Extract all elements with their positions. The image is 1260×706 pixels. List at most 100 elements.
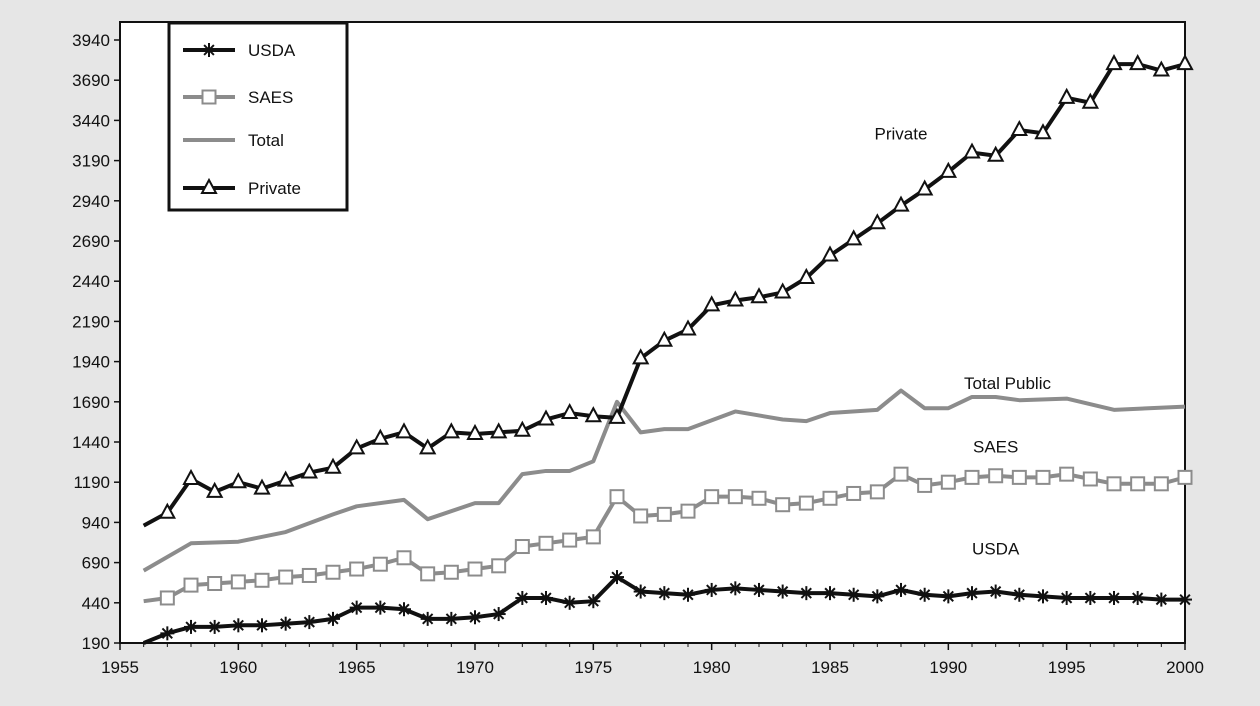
data-point-saes <box>325 564 341 580</box>
x-tick-label: 2000 <box>1166 658 1204 677</box>
data-point-private <box>1105 54 1123 71</box>
data-point-private <box>726 290 745 307</box>
data-point-saes <box>585 529 601 545</box>
data-point-saes <box>491 558 507 574</box>
data-point-saes <box>917 477 933 493</box>
legend-label: Total <box>248 131 284 150</box>
data-point-private <box>229 472 248 489</box>
legend-item-usda: USDA <box>183 41 296 60</box>
data-point-saes <box>562 532 578 548</box>
data-point-usda <box>207 619 222 634</box>
data-point-private <box>489 422 508 439</box>
data-point-private <box>1152 60 1171 77</box>
data-point-usda <box>278 616 293 631</box>
y-tick-label: 3690 <box>72 71 110 90</box>
annotation: Total Public <box>964 374 1051 393</box>
data-point-private <box>1128 54 1147 71</box>
legend-label: Private <box>248 179 301 198</box>
x-tick-label: 1965 <box>338 658 376 677</box>
y-tick-label: 1190 <box>73 473 110 492</box>
data-point-private <box>1176 54 1194 71</box>
data-point-saes <box>1177 469 1193 485</box>
data-point-saes <box>798 495 814 511</box>
data-point-private <box>371 428 390 445</box>
data-point-private <box>560 402 579 420</box>
data-point-usda <box>752 582 766 597</box>
data-point-saes <box>727 489 743 505</box>
data-point-private <box>347 438 366 455</box>
data-point-saes <box>609 489 625 505</box>
data-point-usda <box>799 586 814 601</box>
data-point-private <box>537 409 555 426</box>
data-point-private <box>324 457 342 474</box>
legend-marker <box>202 43 216 57</box>
data-point-saes <box>207 576 223 592</box>
data-point-usda <box>870 589 885 604</box>
data-point-usda <box>515 590 530 605</box>
data-point-private <box>631 348 650 365</box>
data-point-usda <box>1012 587 1027 602</box>
data-point-private <box>655 330 674 347</box>
data-point-usda <box>681 587 695 602</box>
data-point-usda <box>468 610 482 625</box>
x-tick-label: 1980 <box>693 658 731 677</box>
data-point-private <box>939 161 958 178</box>
y-tick-label: 690 <box>82 554 110 573</box>
data-point-usda <box>633 584 648 599</box>
legend-marker <box>200 177 218 194</box>
data-point-private <box>300 462 319 479</box>
data-point-saes <box>633 508 649 524</box>
data-point-private <box>702 295 721 312</box>
data-point-saes <box>538 535 554 551</box>
data-point-private <box>915 179 934 196</box>
data-point-saes <box>278 569 294 585</box>
data-point-private <box>797 267 816 284</box>
series-line-total <box>142 388 1186 573</box>
x-tick-label: 1995 <box>1048 658 1086 677</box>
data-point-usda <box>657 586 672 601</box>
data-point-saes <box>396 550 412 566</box>
y-tick-label: 2440 <box>72 272 110 291</box>
data-point-saes <box>349 561 365 577</box>
data-point-usda <box>1130 590 1145 605</box>
data-point-private <box>750 287 768 304</box>
data-point-usda <box>610 570 624 585</box>
data-point-usda <box>775 584 790 599</box>
data-point-private <box>253 478 271 495</box>
data-point-saes <box>964 469 980 485</box>
series-saes <box>143 466 1193 606</box>
data-point-saes <box>230 574 246 590</box>
series-usda <box>142 570 1192 645</box>
data-point-saes <box>514 539 530 555</box>
data-point-usda <box>1107 590 1121 605</box>
x-tick-label: 1960 <box>219 658 257 677</box>
data-point-private <box>395 422 413 439</box>
data-point-usda <box>231 618 246 633</box>
data-point-usda <box>255 618 269 633</box>
data-point-saes <box>704 489 720 505</box>
data-point-usda <box>397 602 411 617</box>
data-point-saes <box>420 566 436 582</box>
y-tick-label: 2690 <box>72 232 110 251</box>
data-point-saes <box>775 497 791 513</box>
legend-label: USDA <box>248 41 296 60</box>
data-point-saes <box>988 468 1004 484</box>
data-point-saes <box>301 567 317 583</box>
data-point-usda <box>1036 589 1050 604</box>
data-point-saes <box>869 484 885 500</box>
x-tick-label: 1955 <box>101 658 139 677</box>
data-point-private <box>1010 119 1029 137</box>
data-point-usda <box>491 607 506 622</box>
data-point-saes <box>822 490 838 506</box>
data-point-private <box>868 213 887 230</box>
data-point-private <box>963 142 981 159</box>
data-point-private <box>844 229 863 246</box>
data-point-usda <box>823 586 837 601</box>
data-point-usda <box>302 615 317 630</box>
data-point-usda <box>1154 592 1169 607</box>
y-tick-label: 940 <box>82 513 110 532</box>
data-point-private <box>276 470 295 487</box>
y-tick-label: 2940 <box>72 192 110 211</box>
data-point-saes <box>1035 469 1051 485</box>
